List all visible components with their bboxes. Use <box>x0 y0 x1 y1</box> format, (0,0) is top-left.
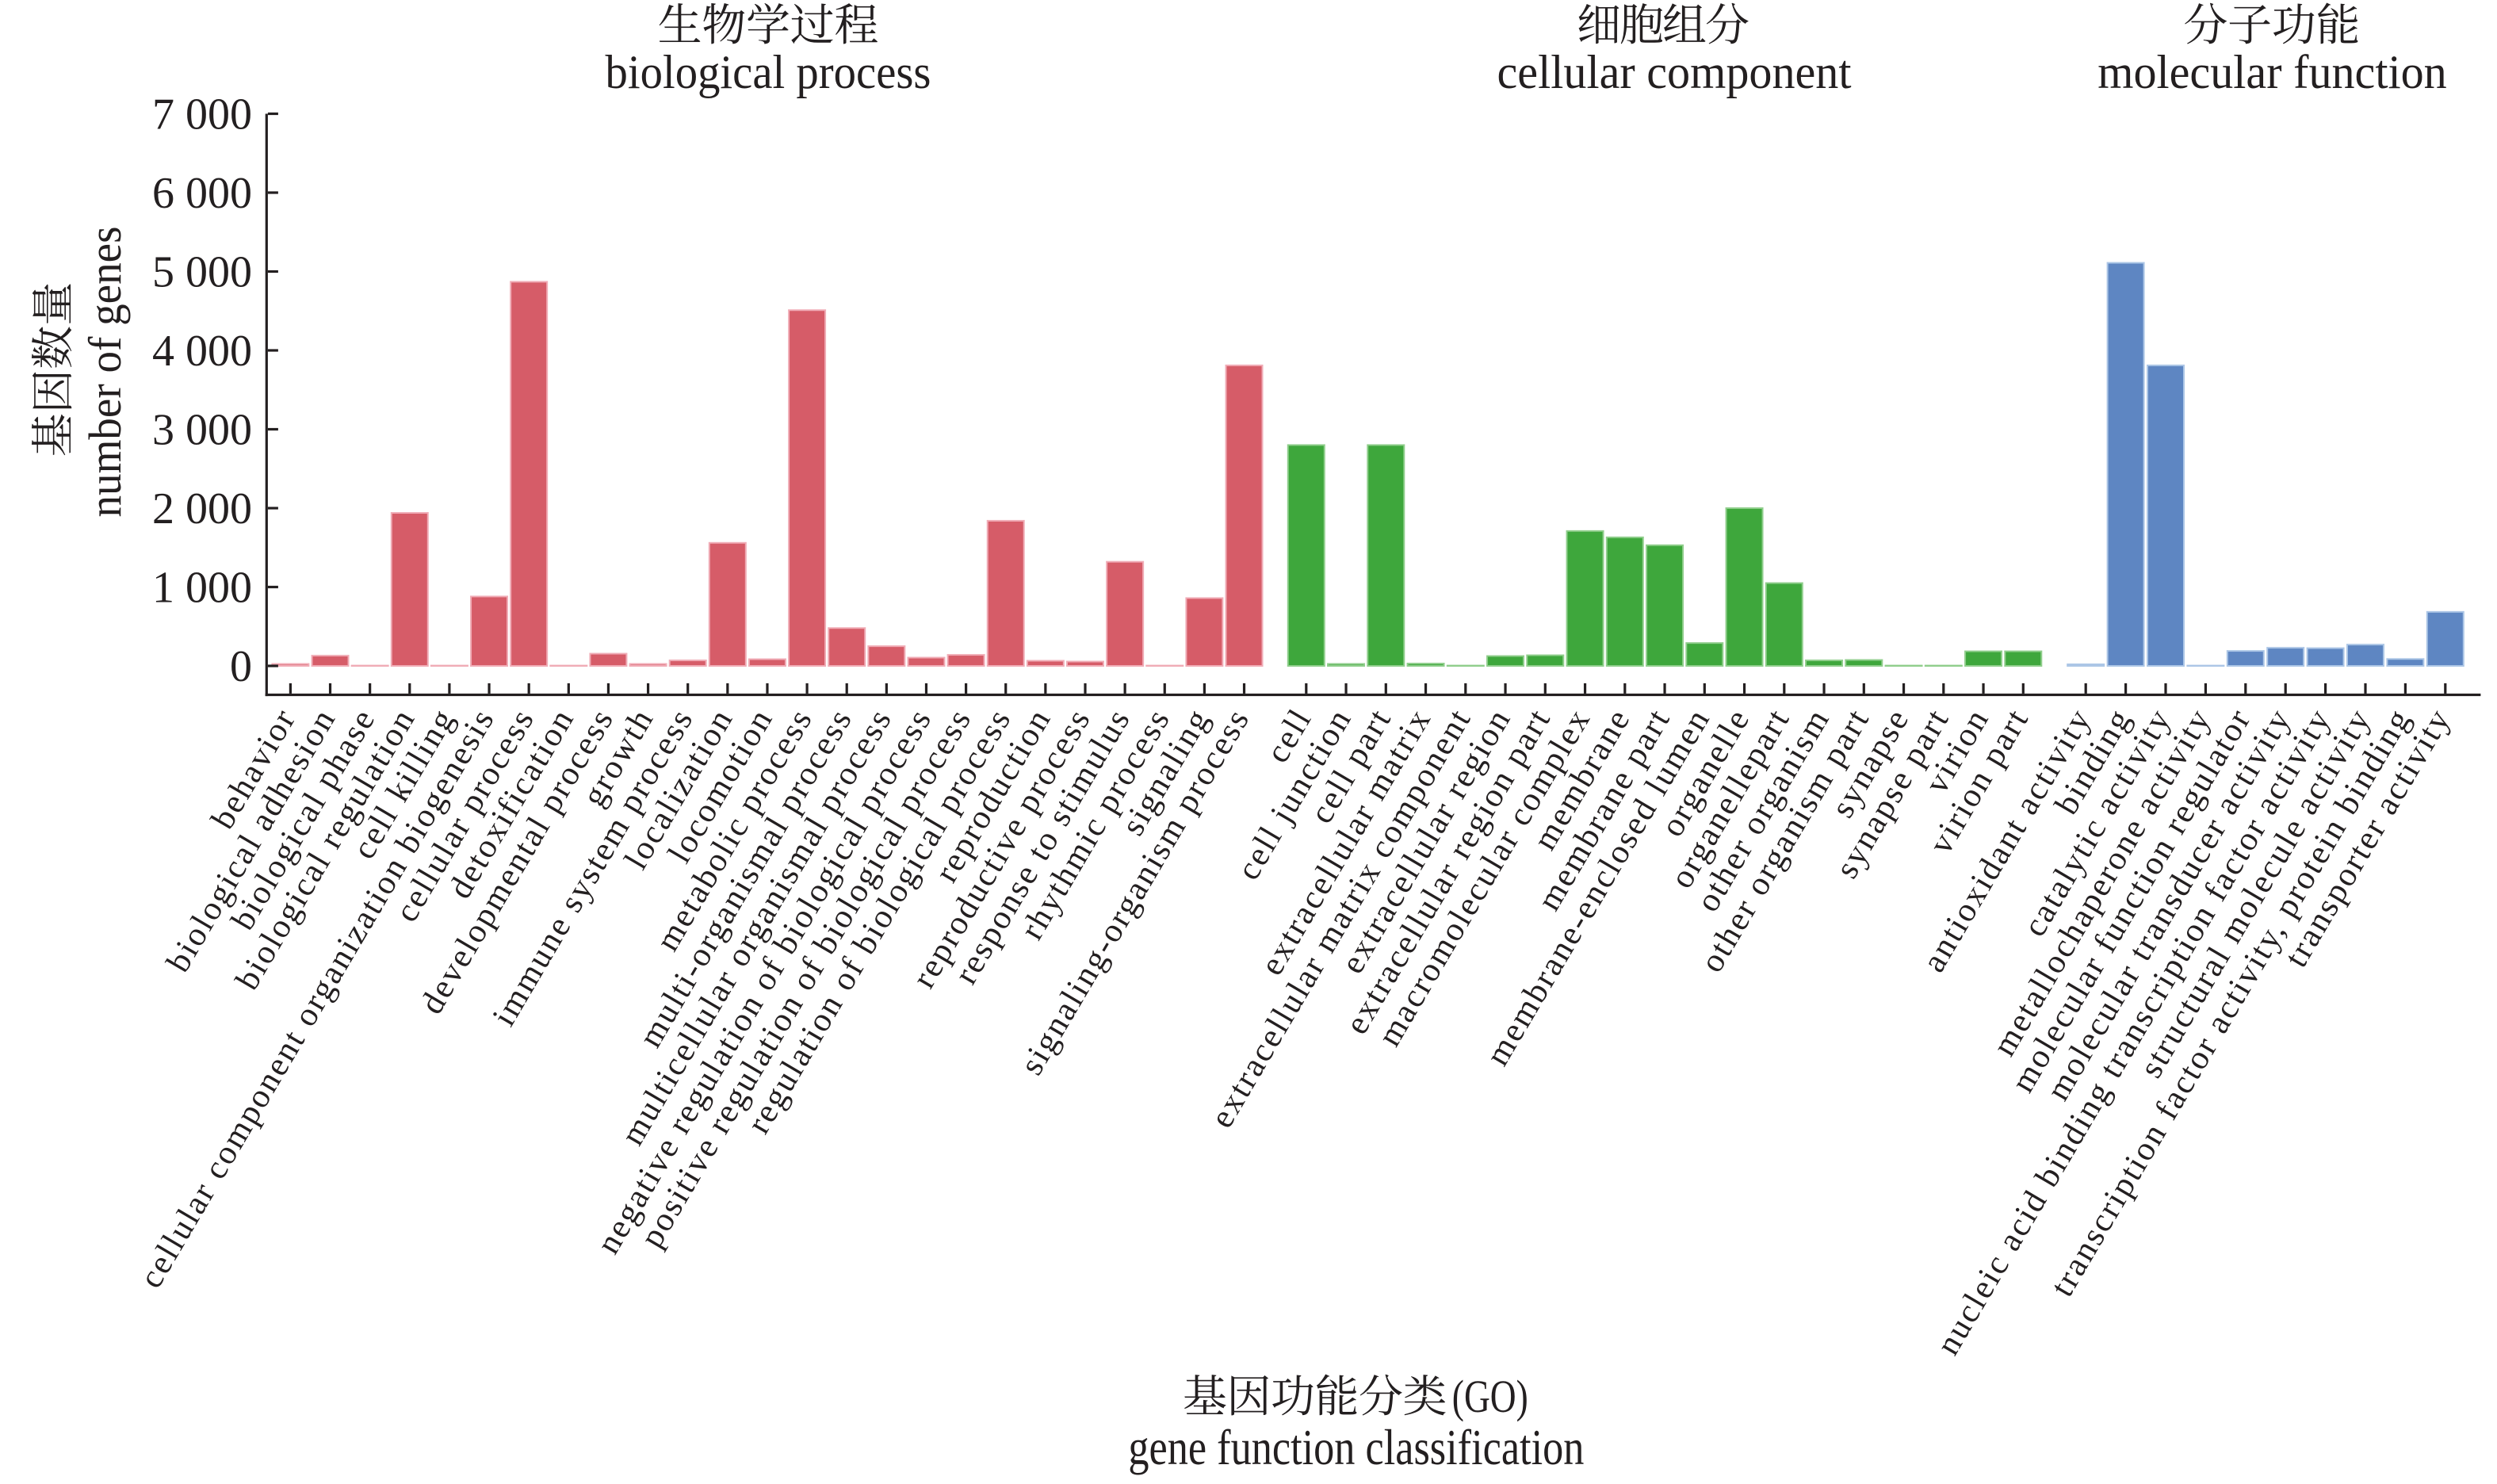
svg-text:7 000: 7 000 <box>152 90 252 140</box>
svg-text:4 000: 4 000 <box>152 327 252 376</box>
svg-text:5 000: 5 000 <box>152 248 252 297</box>
svg-text:3 000: 3 000 <box>152 406 252 455</box>
svg-text:6 000: 6 000 <box>152 169 252 218</box>
svg-text:molecular function: molecular function <box>2097 46 2447 98</box>
svg-text:number of genes: number of genes <box>79 227 131 518</box>
svg-text:2 000: 2 000 <box>152 484 252 534</box>
svg-text:0: 0 <box>230 642 252 691</box>
svg-text:biological process: biological process <box>606 46 931 98</box>
svg-text:(GO): (GO) <box>1452 1371 1528 1422</box>
svg-text:1 000: 1 000 <box>152 564 252 613</box>
svg-text:gene function classification: gene function classification <box>1128 1420 1584 1475</box>
svg-text:cellular component: cellular component <box>1497 46 1852 98</box>
